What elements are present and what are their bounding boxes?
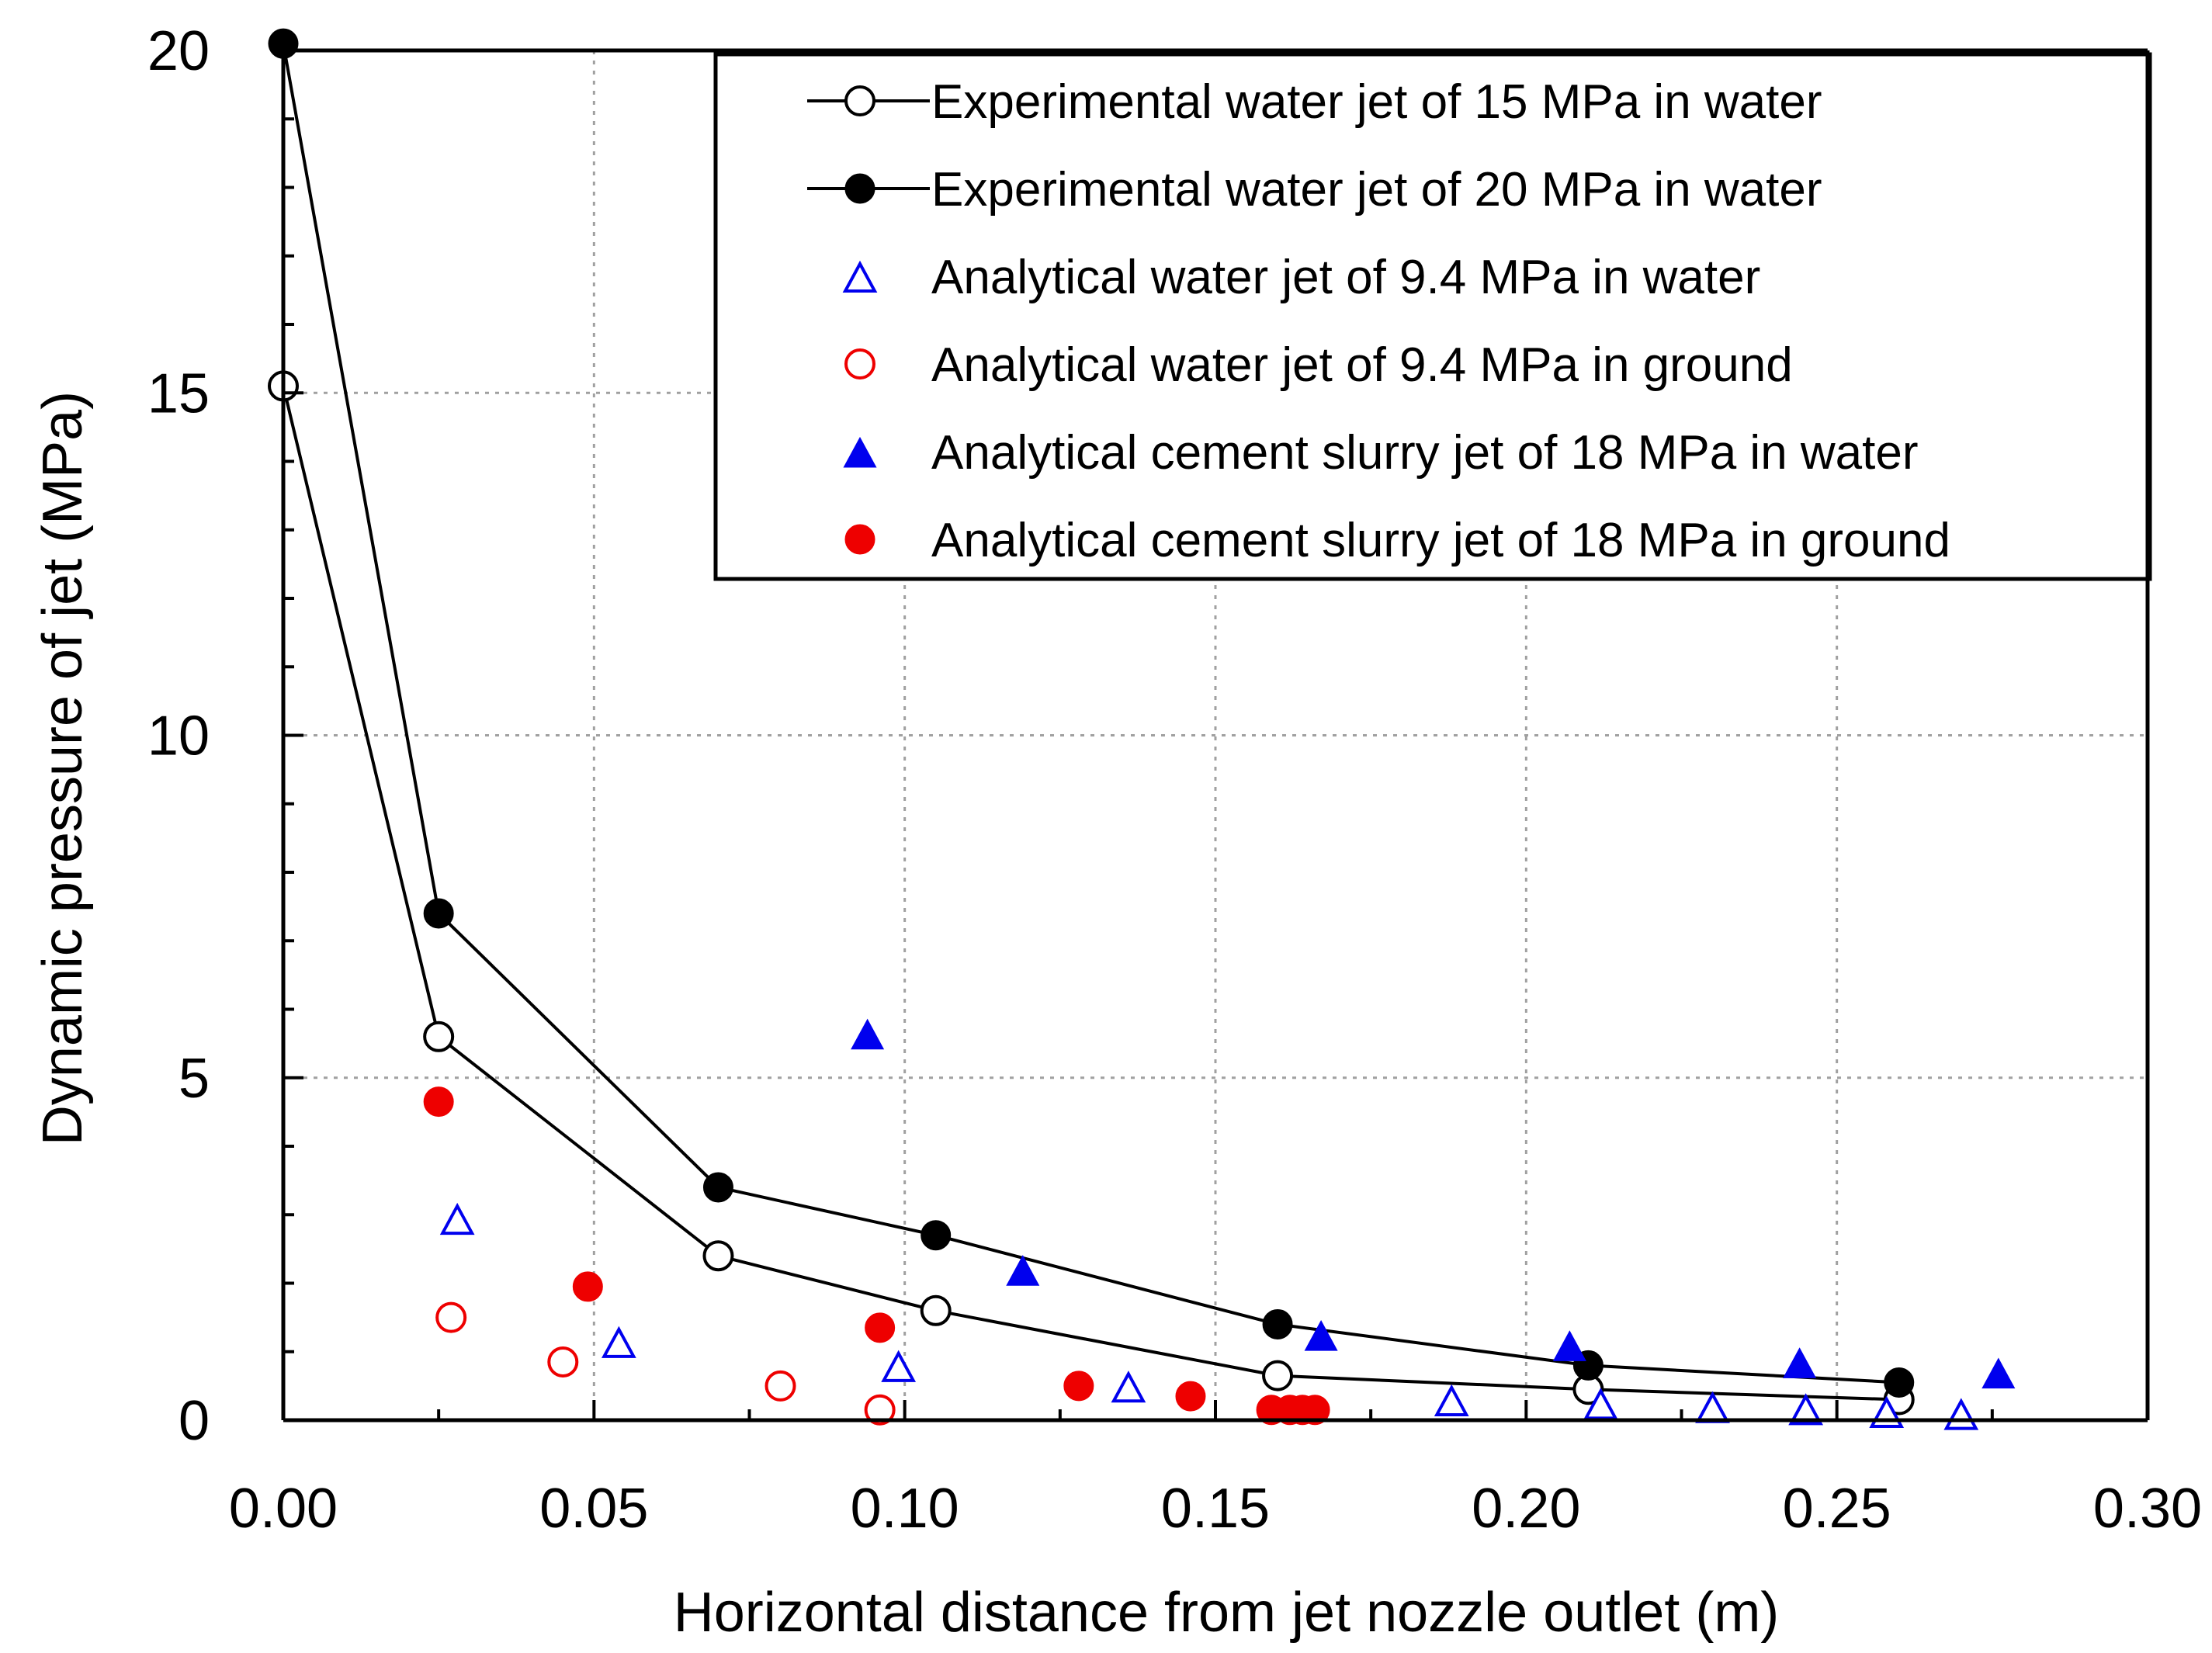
data-point-s6-3 [865, 1312, 896, 1343]
tick-marks [282, 49, 2149, 1422]
legend-entry-3: Analytical water jet of 9.4 MPa in water [931, 251, 1760, 304]
data-point-s6-9 [1299, 1395, 1330, 1426]
data-points [268, 28, 2016, 1430]
data-point-s1-3 [702, 1240, 734, 1272]
data-point-s2-7 [1884, 1367, 1915, 1398]
tick-labels: 0.00 0.05 0.10 0.15 0.20 0.25 0.30 0 5 10 15 20 [147, 20, 2202, 1540]
data-point-s6-5 [1175, 1381, 1206, 1412]
data-point-s6-4 [1063, 1371, 1094, 1402]
data-point-s4-2 [547, 1346, 579, 1378]
y-axis-label: Dynamic pressure of jet (MPa) [32, 391, 94, 1145]
x-tick-label: 0.25 [1783, 1478, 1891, 1540]
data-point-s5-1 [851, 1018, 885, 1050]
x-tick-label: 0.10 [851, 1478, 959, 1540]
data-point-s6-1 [423, 1086, 454, 1118]
legend: Experimental water jet of 15 MPa in wate… [713, 52, 2152, 581]
legend-entry-6: Analytical cement slurry jet of 18 MPa i… [931, 514, 1950, 567]
data-point-s4-3 [764, 1370, 796, 1402]
data-point-s4-1 [435, 1301, 467, 1333]
x-tick-label: 0.30 [2093, 1478, 2202, 1540]
data-point-s2-5 [1262, 1308, 1293, 1339]
legend-entry-4: Analytical water jet of 9.4 MPa in groun… [931, 338, 1793, 392]
data-point-s2-2 [423, 898, 454, 929]
data-point-s1-5 [1262, 1360, 1294, 1391]
data-point-s5-5 [1783, 1347, 1817, 1378]
data-point-s6-2 [572, 1271, 603, 1302]
data-point-s3-4 [1111, 1371, 1146, 1403]
data-point-s3-7 [1695, 1391, 1730, 1423]
legend-box [713, 52, 2152, 581]
data-point-s3-6 [1583, 1388, 1618, 1420]
y-tick-label: 15 [147, 362, 210, 425]
y-tick-label: 10 [147, 705, 210, 768]
data-point-s5-6 [1981, 1357, 2016, 1389]
x-tick-label: 0.15 [1161, 1478, 1270, 1540]
data-point-s3-2 [601, 1326, 636, 1358]
legend-entry-5: Analytical cement slurry jet of 18 MPa i… [931, 426, 1919, 480]
y-tick-label: 5 [179, 1048, 210, 1110]
legend-marker-1 [844, 85, 875, 116]
x-axis-label: Horizontal distance from jet nozzle outl… [674, 1582, 1780, 1644]
data-point-s5-3 [1304, 1319, 1338, 1351]
legend-marker-6 [844, 524, 875, 555]
data-point-s4-4 [864, 1394, 896, 1426]
legend-entry-2: Experimental water jet of 20 MPa in wate… [931, 163, 1822, 217]
legend-entry-1: Experimental water jet of 15 MPa in wate… [931, 75, 1822, 129]
data-point-s3-5 [1434, 1384, 1469, 1416]
legend-marker-2 [844, 173, 875, 204]
data-point-s2-4 [921, 1220, 952, 1251]
x-tick-label: 0.20 [1472, 1478, 1580, 1540]
data-point-s1-2 [423, 1021, 455, 1052]
x-tick-label: 0.05 [539, 1478, 648, 1540]
data-point-s3-8 [1788, 1393, 1823, 1426]
data-point-s5-2 [1006, 1255, 1040, 1286]
data-point-s3-10 [1943, 1398, 1979, 1430]
data-point-s5-4 [1552, 1330, 1586, 1361]
data-point-s1-4 [920, 1294, 952, 1326]
data-point-s3-3 [881, 1350, 917, 1382]
data-point-s3-1 [439, 1202, 475, 1235]
data-point-s2-3 [702, 1172, 733, 1203]
x-tick-label: 0.00 [229, 1478, 338, 1540]
y-tick-label: 20 [147, 20, 210, 82]
legend-marker-5 [843, 436, 877, 468]
legend-marker-3 [842, 260, 878, 293]
legend-marker-4 [844, 348, 875, 379]
y-tick-label: 0 [179, 1390, 210, 1452]
